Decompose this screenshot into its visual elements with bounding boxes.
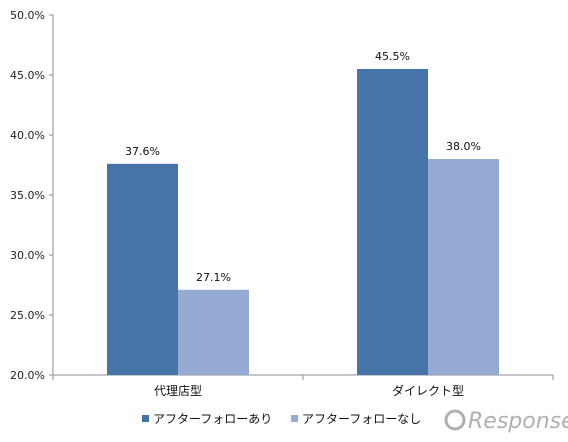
y-tick-label: 35.0% (10, 189, 45, 202)
data-label: 38.0% (446, 140, 481, 153)
data-label: 37.6% (125, 145, 160, 158)
legend-swatch (142, 415, 149, 422)
legend-swatch (291, 415, 298, 422)
bar (178, 289, 249, 375)
x-axis (52, 374, 554, 380)
y-tick-label: 50.0% (10, 9, 45, 22)
data-labels: 37.6% 27.1% 45.5% 38.0% (125, 50, 481, 284)
y-tick-label: 45.0% (10, 69, 45, 82)
y-tick-label: 30.0% (10, 249, 45, 262)
watermark-logo: Response. (444, 409, 568, 434)
bar (428, 159, 499, 375)
y-axis: 20.0% 25.0% 30.0% 35.0% 40.0% 45.0% 50.0% (10, 9, 54, 382)
category-labels: 代理店型 ダイレクト型 (154, 383, 464, 398)
bars (107, 69, 499, 375)
bar (107, 163, 178, 375)
legend: アフターフォローあり アフターフォローなし (142, 412, 421, 426)
legend-label: アフターフォローなし (302, 412, 421, 426)
bar (357, 69, 428, 375)
data-label: 45.5% (375, 50, 410, 63)
y-tick-label: 25.0% (10, 309, 45, 322)
legend-label: アフターフォローあり (153, 412, 272, 426)
y-tick-label: 20.0% (10, 369, 45, 382)
y-tick-label: 40.0% (10, 129, 45, 142)
data-label: 27.1% (196, 271, 231, 284)
watermark-text: Response. (468, 409, 568, 434)
x-category-label: 代理店型 (154, 384, 202, 398)
x-category-label: ダイレクト型 (392, 383, 464, 398)
